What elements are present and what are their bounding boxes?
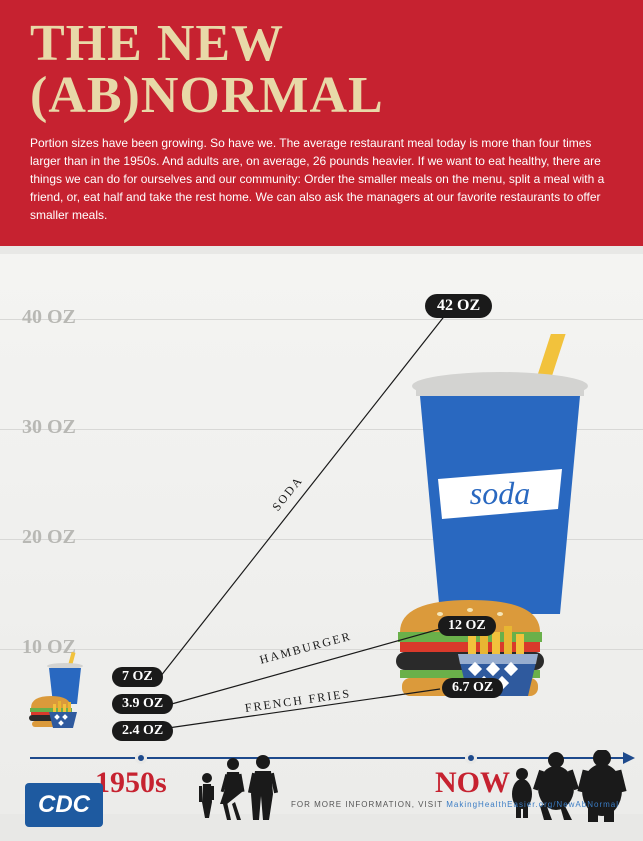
header: THE NEW (AB)NORMAL Portion sizes have be…	[0, 0, 643, 246]
footer-info: FOR MORE INFORMATION, VISIT MakingHealth…	[291, 800, 619, 809]
value-pill: 12 OZ	[438, 616, 496, 636]
value-pill: 6.7 OZ	[442, 678, 503, 698]
chart: 40 OZ 30 OZ 20 OZ 10 OZ soda	[0, 254, 643, 814]
cdc-logo: CDC	[25, 783, 103, 827]
value-pill: 3.9 OZ	[112, 694, 173, 714]
intro-text: Portion sizes have been growing. So have…	[30, 134, 613, 224]
value-pill: 2.4 OZ	[112, 721, 173, 741]
footer-link[interactable]: MakingHealthEasier.org/NewAbNormal	[446, 800, 619, 809]
x-tick	[465, 752, 477, 764]
page-title: THE NEW (AB)NORMAL	[30, 18, 613, 122]
value-pill: 7 OZ	[112, 667, 163, 687]
footer-info-prefix: FOR MORE INFORMATION, VISIT	[291, 800, 446, 809]
chart-lines	[0, 254, 643, 814]
x-tick	[135, 752, 147, 764]
footer: CDC FOR MORE INFORMATION, VISIT MakingHe…	[0, 779, 643, 841]
value-pill: 42 OZ	[425, 294, 492, 318]
